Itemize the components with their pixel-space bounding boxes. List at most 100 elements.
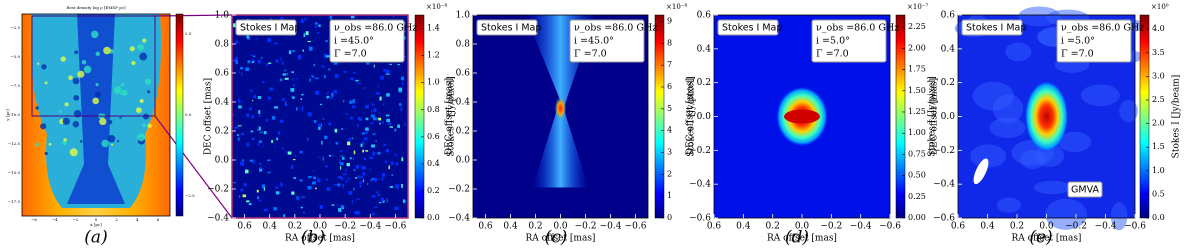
image-speckle — [135, 107, 142, 114]
y-tick-label: −0.2 — [207, 185, 229, 195]
image-region — [532, 108, 589, 188]
x-tick-label: 0.0 — [313, 222, 328, 232]
image-speckle — [301, 196, 305, 198]
y-tick-label: −5.0 — [10, 54, 20, 59]
image-speckle — [381, 177, 384, 181]
image-speckle — [62, 117, 70, 125]
y-tick-label: 0.2 — [941, 78, 955, 88]
y-tick-label: −0.2 — [689, 146, 711, 156]
image-speckle — [257, 129, 259, 132]
y-tick-label: 0.2 — [697, 78, 711, 88]
image-speckle — [996, 197, 1022, 213]
image-speckle — [367, 183, 369, 185]
image-speckle — [317, 178, 321, 183]
image-speckle — [303, 212, 305, 214]
image-speckle — [343, 71, 348, 73]
image-speckle — [345, 180, 348, 183]
image-speckle — [252, 160, 255, 164]
image-speckle — [371, 195, 376, 198]
image-speckle — [307, 40, 311, 43]
y-axis-label: DEC offset [mas] — [204, 78, 214, 155]
image-speckle — [395, 154, 398, 157]
image-speckle — [298, 54, 302, 59]
image-speckle — [44, 151, 48, 156]
image-speckle — [300, 206, 303, 209]
image-speckle — [353, 71, 356, 74]
colorbar-tick-label: 0.0 — [1152, 213, 1165, 222]
image-speckle — [325, 40, 328, 42]
image-speckle — [107, 134, 116, 143]
image-speckle — [383, 143, 386, 146]
image-speckle — [284, 69, 287, 72]
image-speckle — [252, 138, 254, 140]
image-speckle — [285, 37, 287, 39]
image-speckle — [373, 177, 378, 182]
x-tick-label: 4 — [136, 217, 139, 222]
image-speckle — [394, 153, 396, 156]
image-speckle — [235, 40, 238, 44]
image-speckle — [322, 156, 324, 161]
image-speckle — [292, 96, 295, 99]
image-speckle — [1080, 84, 1120, 107]
x-tick-label: 0.0 — [1039, 222, 1054, 232]
x-tick-label: 0.2 — [528, 222, 542, 232]
image-speckle — [290, 88, 295, 92]
image-speckle — [142, 123, 146, 128]
image-speckle — [355, 211, 360, 215]
image-speckle — [281, 98, 285, 101]
image-speckle — [238, 98, 240, 103]
image-speckle — [391, 174, 394, 176]
image-speckle — [347, 141, 351, 146]
image-speckle — [328, 97, 333, 99]
image-speckle — [302, 49, 305, 52]
colorbar-label: Stokes I [Jy/pixel] — [687, 76, 697, 157]
image-speckle — [379, 112, 381, 114]
image-speckle — [324, 135, 328, 139]
colorbar-tick-label: 4 — [667, 126, 672, 135]
image-speckle — [1005, 42, 1032, 62]
annotation: ν_obs =86.0 GHz — [1061, 23, 1144, 34]
image-speckle — [79, 139, 83, 143]
image-speckle — [401, 81, 404, 85]
image-speckle — [351, 105, 356, 109]
image-speckle — [328, 122, 332, 126]
image-speckle — [246, 34, 249, 39]
image-speckle — [357, 116, 361, 120]
image-speckle — [403, 36, 406, 40]
image-speckle — [365, 127, 369, 132]
zoom-box — [31, 15, 156, 117]
colorbar-tick-label: 1.50 — [908, 86, 926, 95]
colorbar-tick-label: 0.8 — [427, 105, 440, 114]
image-speckle — [314, 22, 318, 25]
image-speckle — [355, 79, 359, 82]
image-speckle — [362, 140, 365, 145]
zoom-connector — [154, 115, 233, 219]
image-speckle — [311, 75, 314, 78]
colorbar-tick-label: 4.0 — [1152, 24, 1165, 33]
image-speckle — [267, 96, 272, 100]
image-speckle — [362, 87, 367, 89]
image-speckle — [238, 195, 241, 198]
y-tick-label: 0.4 — [456, 98, 471, 108]
image-speckle — [263, 131, 267, 135]
image-speckle — [302, 107, 304, 112]
image-speckle — [250, 89, 253, 93]
image-speckle — [258, 140, 263, 143]
image-speckle — [376, 92, 381, 95]
image-speckle — [371, 144, 376, 148]
image-speckle — [242, 194, 247, 198]
colorbar-tick-label: 0 — [667, 213, 672, 222]
image-speckle — [326, 187, 331, 191]
image-speckle — [377, 117, 382, 121]
colorbar-tick-label: 2.5 — [185, 31, 192, 36]
y-tick-label: 0.8 — [456, 40, 471, 50]
image-speckle — [246, 200, 250, 203]
image-speckle — [248, 107, 252, 111]
colorbar-tick-label: 8 — [667, 38, 672, 47]
annotation: i =5.0° — [816, 36, 850, 47]
image-speckle — [260, 57, 263, 59]
image-speckle — [333, 184, 338, 186]
x-tick-label: 0.4 — [980, 222, 995, 232]
image-speckle — [343, 100, 345, 103]
image-speckle — [73, 94, 80, 101]
